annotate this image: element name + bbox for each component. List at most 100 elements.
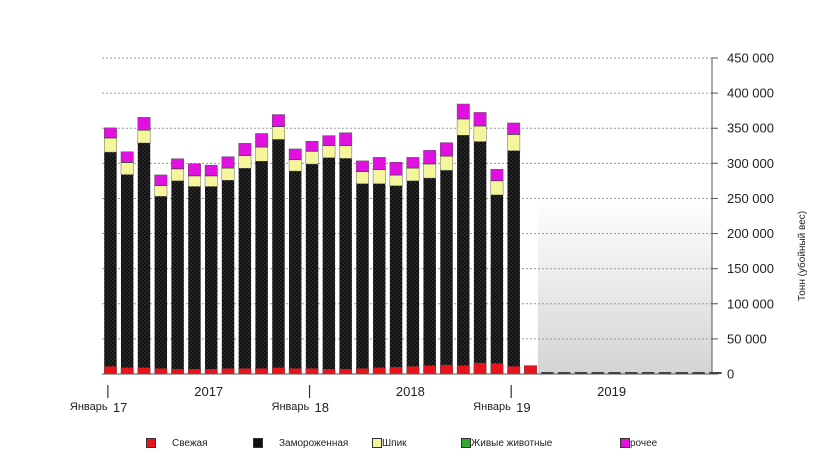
bar-segment-прочее <box>204 164 218 176</box>
bar-segment-замороженная <box>272 139 285 368</box>
month-number-label: 17 <box>113 400 127 415</box>
bar-segment-свежая <box>288 368 302 375</box>
bar-segment-прочее <box>288 148 302 160</box>
bar-segment-свежая <box>372 367 386 375</box>
bar-segment-шпик <box>204 175 218 187</box>
bar-segment-шпик <box>372 169 386 184</box>
bar-segment-шпик <box>406 168 420 182</box>
bar-segment-свежая <box>154 368 168 375</box>
y-tick-label: 200 000 <box>727 226 774 241</box>
month-number-label: 19 <box>516 400 530 415</box>
bar-segment-шпик <box>137 130 151 144</box>
bar-segment-замороженная <box>389 185 403 367</box>
legend-swatch <box>620 438 630 448</box>
bar-segment-шпик <box>238 155 252 169</box>
bar-segment-прочее <box>322 135 336 146</box>
bar-segment-прочее <box>456 103 470 119</box>
bar-segment-прочее <box>440 142 453 157</box>
bar-segment-замороженная <box>221 180 235 369</box>
bar-segment-замороженная <box>188 186 201 370</box>
y-tick-label: 300 000 <box>727 156 774 171</box>
bar-segment-прочее <box>238 143 252 156</box>
bar-segment-свежая <box>103 366 117 375</box>
y-tick-label: 150 000 <box>727 261 774 276</box>
bar-segment-свежая <box>255 368 269 375</box>
bar-segment-замороженная <box>406 180 420 367</box>
y-tick-label: 50 000 <box>727 331 767 346</box>
bar-segment-шпик <box>456 118 470 136</box>
bar-segment-свежая <box>137 367 151 375</box>
legend-swatch <box>146 438 156 448</box>
bar-segment-свежая <box>406 366 420 375</box>
bar-segment-шпик <box>221 168 235 181</box>
bar-segment-прочее <box>339 132 353 146</box>
bar-segment-замороженная <box>120 174 134 368</box>
bar-segment-прочее <box>406 157 420 169</box>
bar-segment-свежая <box>423 365 437 375</box>
bar-segment-замороженная <box>339 158 352 370</box>
month-number-label: 18 <box>315 400 329 415</box>
bar-segment-свежая <box>171 368 185 375</box>
x-axis: Январь 17 Январь 18 Январь 19 2017 2018 2019 <box>70 372 722 415</box>
bar-segment-свежая <box>221 368 235 375</box>
bar-segment-шпик <box>389 175 403 187</box>
legend-swatch <box>461 438 471 448</box>
bar-segment-шпик <box>120 162 134 175</box>
legend: Свежая Замороженная Шпик Живые животные … <box>0 433 820 453</box>
bar-segment-замороженная <box>154 196 168 369</box>
bar-segment-прочее <box>221 156 235 169</box>
bar-segment-замороженная <box>305 164 319 369</box>
y-tick-label: 400 000 <box>727 86 774 101</box>
bar-segment-свежая <box>456 365 470 375</box>
bar-segment-свежая <box>339 368 353 375</box>
legend-label: Свежая <box>172 437 208 449</box>
legend-item-fat: Шпик <box>372 433 407 453</box>
bar-segment-шпик <box>255 146 269 162</box>
bar-segment-прочее <box>372 157 386 170</box>
bar-segment-шпик <box>423 163 437 179</box>
y-tick-label: 350 000 <box>727 121 774 136</box>
bar-segment-замороженная <box>322 157 336 370</box>
bar-segment-замороженная <box>356 183 369 369</box>
legend-item-other: рочее <box>620 433 657 453</box>
bar-segment-шпик <box>305 151 319 165</box>
bar-segment-замороженная <box>255 161 268 369</box>
year-label: 2017 <box>194 384 223 399</box>
legend-label: Замороженная <box>279 437 349 449</box>
legend-swatch <box>253 438 263 448</box>
bar-segment-свежая <box>322 368 336 375</box>
bars <box>103 103 537 375</box>
bar-segment-прочее <box>507 122 521 135</box>
bar-segment-замороженная <box>490 194 504 364</box>
forecast-area <box>537 198 712 374</box>
bar-segment-замороженная <box>473 141 487 363</box>
y-axis-label: Тонн (убойный вес) <box>796 211 808 301</box>
y-tick-label: 100 000 <box>727 296 774 311</box>
bar-segment-замороженная <box>137 142 151 368</box>
bar-segment-прочее <box>389 162 403 176</box>
bar-segment-замороженная <box>440 170 453 365</box>
bar-segment-свежая <box>305 368 319 375</box>
bar-segment-шпик <box>440 156 453 171</box>
bar-segment-шпик <box>356 171 369 184</box>
bar-segment-шпик <box>272 126 285 140</box>
bar-segment-шпик <box>154 185 168 197</box>
bar-segment-свежая <box>120 367 134 375</box>
month-label: Январь <box>473 401 511 413</box>
bar-segment-прочее <box>171 158 185 169</box>
bar-segment-замороженная <box>457 135 470 366</box>
y-tick-label: 450 000 <box>727 51 774 66</box>
month-label: Январь <box>70 401 108 413</box>
bar-segment-прочее <box>272 114 285 127</box>
bar-segment-шпик <box>339 145 353 159</box>
legend-label: Живые животные <box>471 437 553 449</box>
month-label: Январь <box>272 401 310 413</box>
bar-segment-свежая <box>507 366 521 375</box>
stacked-bar-chart: 0 50 000 100 000 150 000 200 000 250 000 300 0… <box>70 51 808 416</box>
bar-segment-прочее <box>120 151 134 163</box>
bar-segment-свежая <box>272 367 285 375</box>
bar-segment-прочее <box>137 117 151 131</box>
legend-item-live: Живые животные <box>461 433 552 453</box>
bar-segment-шпик <box>188 175 201 187</box>
bar-segment-замороженная <box>373 183 386 368</box>
